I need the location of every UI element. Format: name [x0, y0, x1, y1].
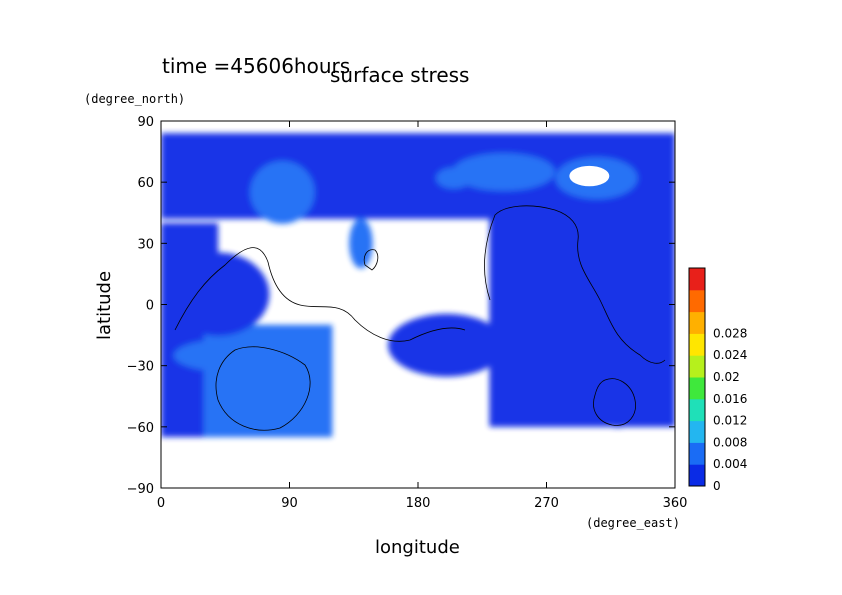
blob-11-level-1: [591, 364, 645, 428]
colorbar-band: [689, 464, 705, 487]
blob-6-level-1: [349, 218, 373, 269]
stress-field: [161, 133, 675, 438]
y-tick-label: 0: [146, 299, 154, 314]
colorbar-frame: [688, 267, 706, 487]
blob-3-level-1: [452, 153, 555, 191]
blob-14-level-1: [388, 313, 506, 377]
colorbar-band: [689, 311, 705, 334]
blob-7-level-1: [166, 252, 270, 337]
colorbar-label: 0.016: [713, 392, 747, 406]
colorbar-band: [689, 377, 705, 400]
field-layer: [161, 133, 675, 438]
colorbar-label: 0.024: [713, 348, 747, 362]
y-tick-label: 30: [137, 237, 154, 252]
y-tick-label: −60: [127, 421, 154, 436]
blob-13-level-1: [495, 211, 569, 296]
colorbar: 0 0.004 0.008 0.012 0.016 0.02 0.024 0.028: [688, 267, 747, 493]
colorbar-band: [689, 420, 705, 443]
y-units: (degree_north): [84, 92, 185, 106]
x-tick-label: 180: [406, 496, 431, 511]
coastlines: [174, 205, 666, 431]
colorbar-label: 0: [713, 479, 721, 493]
colorbar-label: 0.02: [713, 370, 740, 384]
y-tick-label: −90: [127, 482, 154, 497]
colorbar-label: 0.028: [713, 326, 747, 340]
x-units: (degree_east): [586, 516, 680, 530]
colorbar-band: [689, 289, 705, 313]
blob-2-level-1: [316, 140, 434, 183]
blob-5-level-1: [436, 167, 472, 189]
x-tick-label: 0: [157, 496, 165, 511]
blob-12-level-1: [586, 338, 622, 373]
colorbar-label: 0.008: [713, 435, 747, 449]
y-ticks: 90 60 30 0 −30 −60 −90: [127, 115, 675, 497]
colorbar-label: 0.012: [713, 414, 747, 428]
x-tick-label: 270: [534, 496, 559, 511]
chart-title: surface stress: [330, 63, 469, 87]
blob-peak-hole: [569, 165, 610, 187]
time-label: time =45606hours: [162, 54, 350, 78]
blob-10-level-1: [267, 375, 312, 418]
y-axis-label: latitude: [94, 271, 115, 340]
colorbar-band: [689, 333, 705, 356]
colorbar-band: [689, 355, 705, 378]
blob-1-level-1: [250, 161, 315, 224]
colorbar-band: [689, 268, 705, 291]
x-ticks: 0 90 180 270 360: [157, 121, 688, 511]
x-tick-label: 90: [281, 496, 298, 511]
y-tick-label: 60: [137, 176, 154, 191]
colorbar-band: [689, 442, 705, 465]
x-tick-label: 360: [663, 496, 688, 511]
colorbar-band: [689, 398, 705, 422]
y-tick-label: −30: [127, 360, 154, 375]
colorbar-label: 0.004: [713, 457, 747, 471]
x-axis-label: longitude: [375, 537, 460, 558]
y-tick-label: 90: [137, 115, 154, 130]
